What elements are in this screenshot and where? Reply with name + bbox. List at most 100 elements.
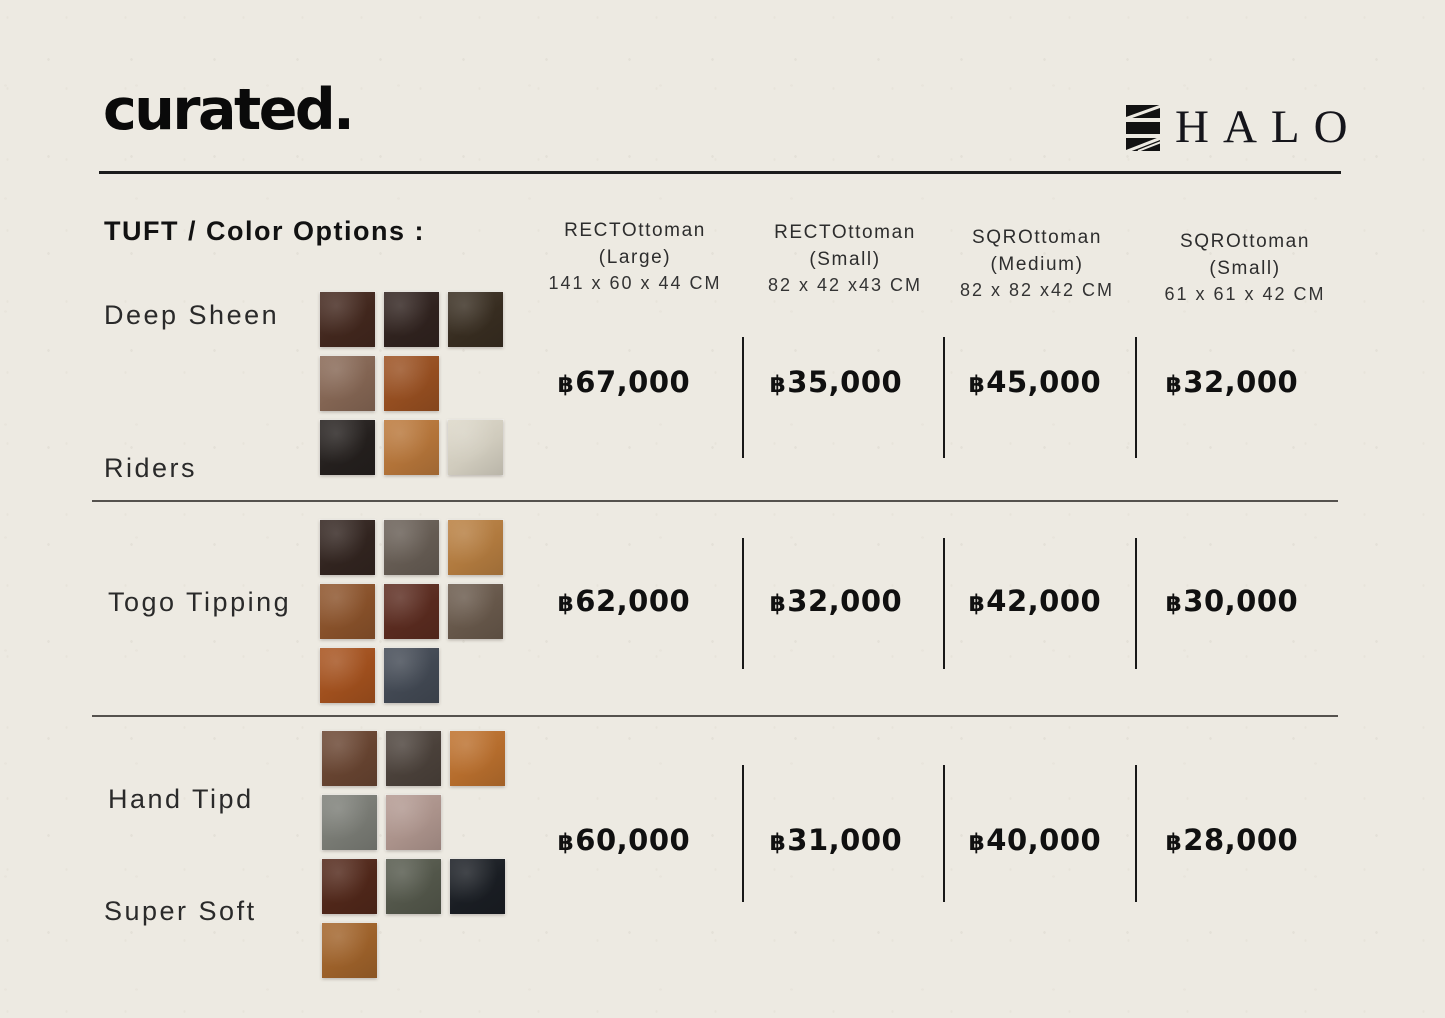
column-header-rect-small: RECTOttoman (Small) 82 x 42 x43 CM (739, 220, 951, 298)
color-swatch (448, 584, 503, 639)
column-name: RECTOttoman (774, 222, 916, 243)
color-swatch (448, 520, 503, 575)
price-amount: 30,000 (1183, 584, 1299, 618)
column-dimensions: 82 x 82 x42 CM (959, 280, 1115, 301)
halo-flag-icon (1126, 104, 1160, 151)
color-swatch (450, 731, 505, 786)
price-togo-rect-large: ฿62,000 (518, 587, 730, 616)
price-hand-tipd-rect-small: ฿31,000 (730, 826, 942, 855)
column-divider (1135, 765, 1137, 902)
color-swatch (322, 923, 377, 978)
baht-symbol: ฿ (557, 830, 575, 856)
price-hand-tipd-sqr-medium: ฿40,000 (929, 826, 1141, 855)
column-variant: (Medium) (990, 253, 1084, 275)
price-amount: 62,000 (575, 584, 691, 618)
column-header-sqr-small: SQROttoman (Small) 61 x 61 x 42 CM (1139, 229, 1351, 307)
label-riders: Riders (104, 453, 198, 483)
price-amount: 32,000 (787, 584, 903, 618)
price-deep-sheen-sqr-medium: ฿45,000 (929, 368, 1141, 397)
color-swatch (384, 292, 439, 347)
column-divider (1135, 337, 1137, 458)
label-deep-sheen: Deep Sheen (104, 300, 280, 330)
price-togo-rect-small: ฿32,000 (730, 587, 942, 616)
color-swatch (320, 420, 375, 475)
halo-wordmark: HALO (1175, 101, 1362, 153)
column-divider (943, 337, 945, 458)
header-rule (99, 171, 1341, 174)
price-amount: 42,000 (986, 584, 1102, 618)
color-swatch (322, 795, 377, 850)
color-swatch (384, 356, 439, 411)
baht-symbol: ฿ (968, 372, 986, 398)
baht-symbol: ฿ (557, 372, 575, 398)
price-amount: 40,000 (986, 823, 1102, 857)
color-swatch (384, 520, 439, 575)
column-header-sqr-medium: SQROttoman (Medium) 82 x 82 x42 CM (931, 225, 1143, 303)
baht-symbol: ฿ (1165, 830, 1183, 856)
column-divider (742, 337, 744, 458)
color-swatch (450, 859, 505, 914)
price-deep-sheen-sqr-small: ฿32,000 (1126, 368, 1338, 397)
baht-symbol: ฿ (1165, 372, 1183, 398)
color-swatch (320, 648, 375, 703)
label-super-soft: Super Soft (104, 896, 257, 926)
group-separator (92, 715, 1338, 717)
color-swatch (386, 731, 441, 786)
baht-symbol: ฿ (1165, 591, 1183, 617)
column-name: SQROttoman (1179, 231, 1311, 252)
column-variant: (Small) (1209, 257, 1281, 279)
baht-symbol: ฿ (769, 591, 787, 617)
color-swatch (384, 648, 439, 703)
price-amount: 67,000 (575, 365, 691, 399)
price-togo-sqr-small: ฿30,000 (1126, 587, 1338, 616)
page-title: TUFT / Color Options : (104, 216, 425, 246)
price-amount: 60,000 (575, 823, 691, 857)
color-swatch (320, 520, 375, 575)
label-togo-tipping: Togo Tipping (108, 587, 292, 617)
color-swatch (320, 292, 375, 347)
column-name: SQROttoman (971, 227, 1103, 248)
baht-symbol: ฿ (968, 830, 986, 856)
column-divider (742, 538, 744, 669)
price-amount: 32,000 (1183, 365, 1299, 399)
baht-symbol: ฿ (769, 830, 787, 856)
price-amount: 35,000 (787, 365, 903, 399)
color-swatch (320, 356, 375, 411)
price-amount: 45,000 (986, 365, 1102, 399)
price-deep-sheen-rect-large: ฿67,000 (518, 368, 730, 397)
price-deep-sheen-rect-small: ฿35,000 (730, 368, 942, 397)
color-swatch (384, 584, 439, 639)
color-swatch (448, 420, 503, 475)
column-dimensions: 82 x 42 x43 CM (767, 275, 923, 296)
column-divider (943, 538, 945, 669)
price-togo-sqr-medium: ฿42,000 (929, 587, 1141, 616)
baht-symbol: ฿ (968, 591, 986, 617)
price-amount: 31,000 (787, 823, 903, 857)
column-divider (1135, 538, 1137, 669)
color-swatch (320, 584, 375, 639)
column-dimensions: 61 x 61 x 42 CM (1164, 284, 1326, 305)
swatch-grid-togo-tipping (320, 520, 503, 703)
price-hand-tipd-rect-large: ฿60,000 (518, 826, 730, 855)
price-amount: 28,000 (1183, 823, 1299, 857)
color-swatch (384, 420, 439, 475)
label-hand-tipd: Hand Tipd (108, 784, 254, 814)
color-swatch (322, 731, 377, 786)
color-swatch (448, 292, 503, 347)
column-variant: (Small) (809, 248, 881, 270)
baht-symbol: ฿ (557, 591, 575, 617)
column-variant: (Large) (598, 246, 672, 268)
column-dimensions: 141 x 60 x 44 CM (548, 273, 722, 294)
column-divider (943, 765, 945, 902)
curated-logo: curated. (103, 77, 355, 143)
column-name: RECTOttoman (564, 220, 706, 241)
price-hand-tipd-sqr-small: ฿28,000 (1126, 826, 1338, 855)
baht-symbol: ฿ (769, 372, 787, 398)
column-header-rect-large: RECTOttoman (Large) 141 x 60 x 44 CM (529, 218, 741, 296)
color-swatch (386, 795, 441, 850)
group-separator (92, 500, 1338, 502)
halo-logo: HALO (1126, 104, 1362, 151)
color-swatch (386, 859, 441, 914)
swatch-grid-hand-tipd-super-soft (322, 731, 505, 978)
